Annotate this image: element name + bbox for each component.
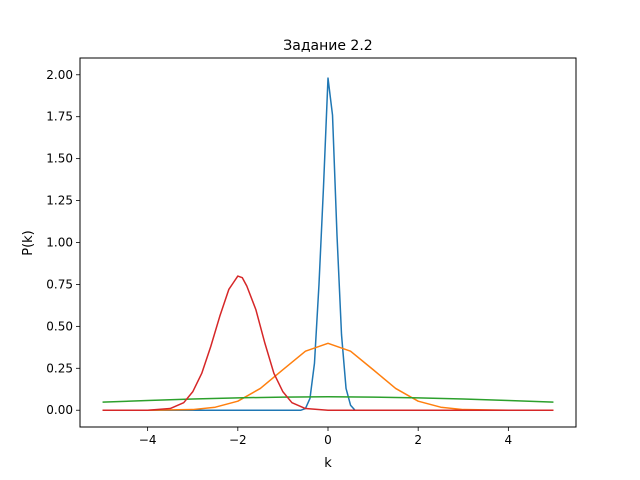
- x-tick-label: −4: [139, 433, 157, 447]
- y-tick-label: 1.75: [46, 110, 73, 124]
- y-axis-ticks: 0.00 0.25 0.50 0.75 1.00 1.25 1.50 1.75 2.00: [46, 68, 80, 417]
- series-line-2: [102, 342, 554, 411]
- x-tick-label: 2: [414, 433, 422, 447]
- y-tick-label: 0.75: [46, 277, 73, 291]
- y-tick-label: 0.00: [46, 403, 73, 417]
- series-line-1: [102, 77, 356, 411]
- y-tick-label: 1.50: [46, 152, 73, 166]
- x-tick-label: 0: [324, 433, 332, 447]
- chart-title: Задание 2.2: [283, 38, 372, 54]
- y-axis-label: P(k): [21, 230, 36, 256]
- series-layer: [102, 77, 554, 411]
- series-line-3: [102, 396, 554, 403]
- y-tick-label: 1.00: [46, 236, 73, 250]
- y-tick-label: 2.00: [46, 68, 73, 82]
- y-tick-label: 0.50: [46, 319, 73, 333]
- y-tick-label: 1.25: [46, 194, 73, 208]
- x-axis-label: k: [324, 456, 332, 471]
- y-tick-label: 0.25: [46, 361, 73, 375]
- x-tick-label: −2: [229, 433, 247, 447]
- x-axis-ticks: −4 −2 0 2 4: [139, 427, 512, 447]
- x-tick-label: 4: [505, 433, 513, 447]
- series-line-4: [102, 275, 554, 411]
